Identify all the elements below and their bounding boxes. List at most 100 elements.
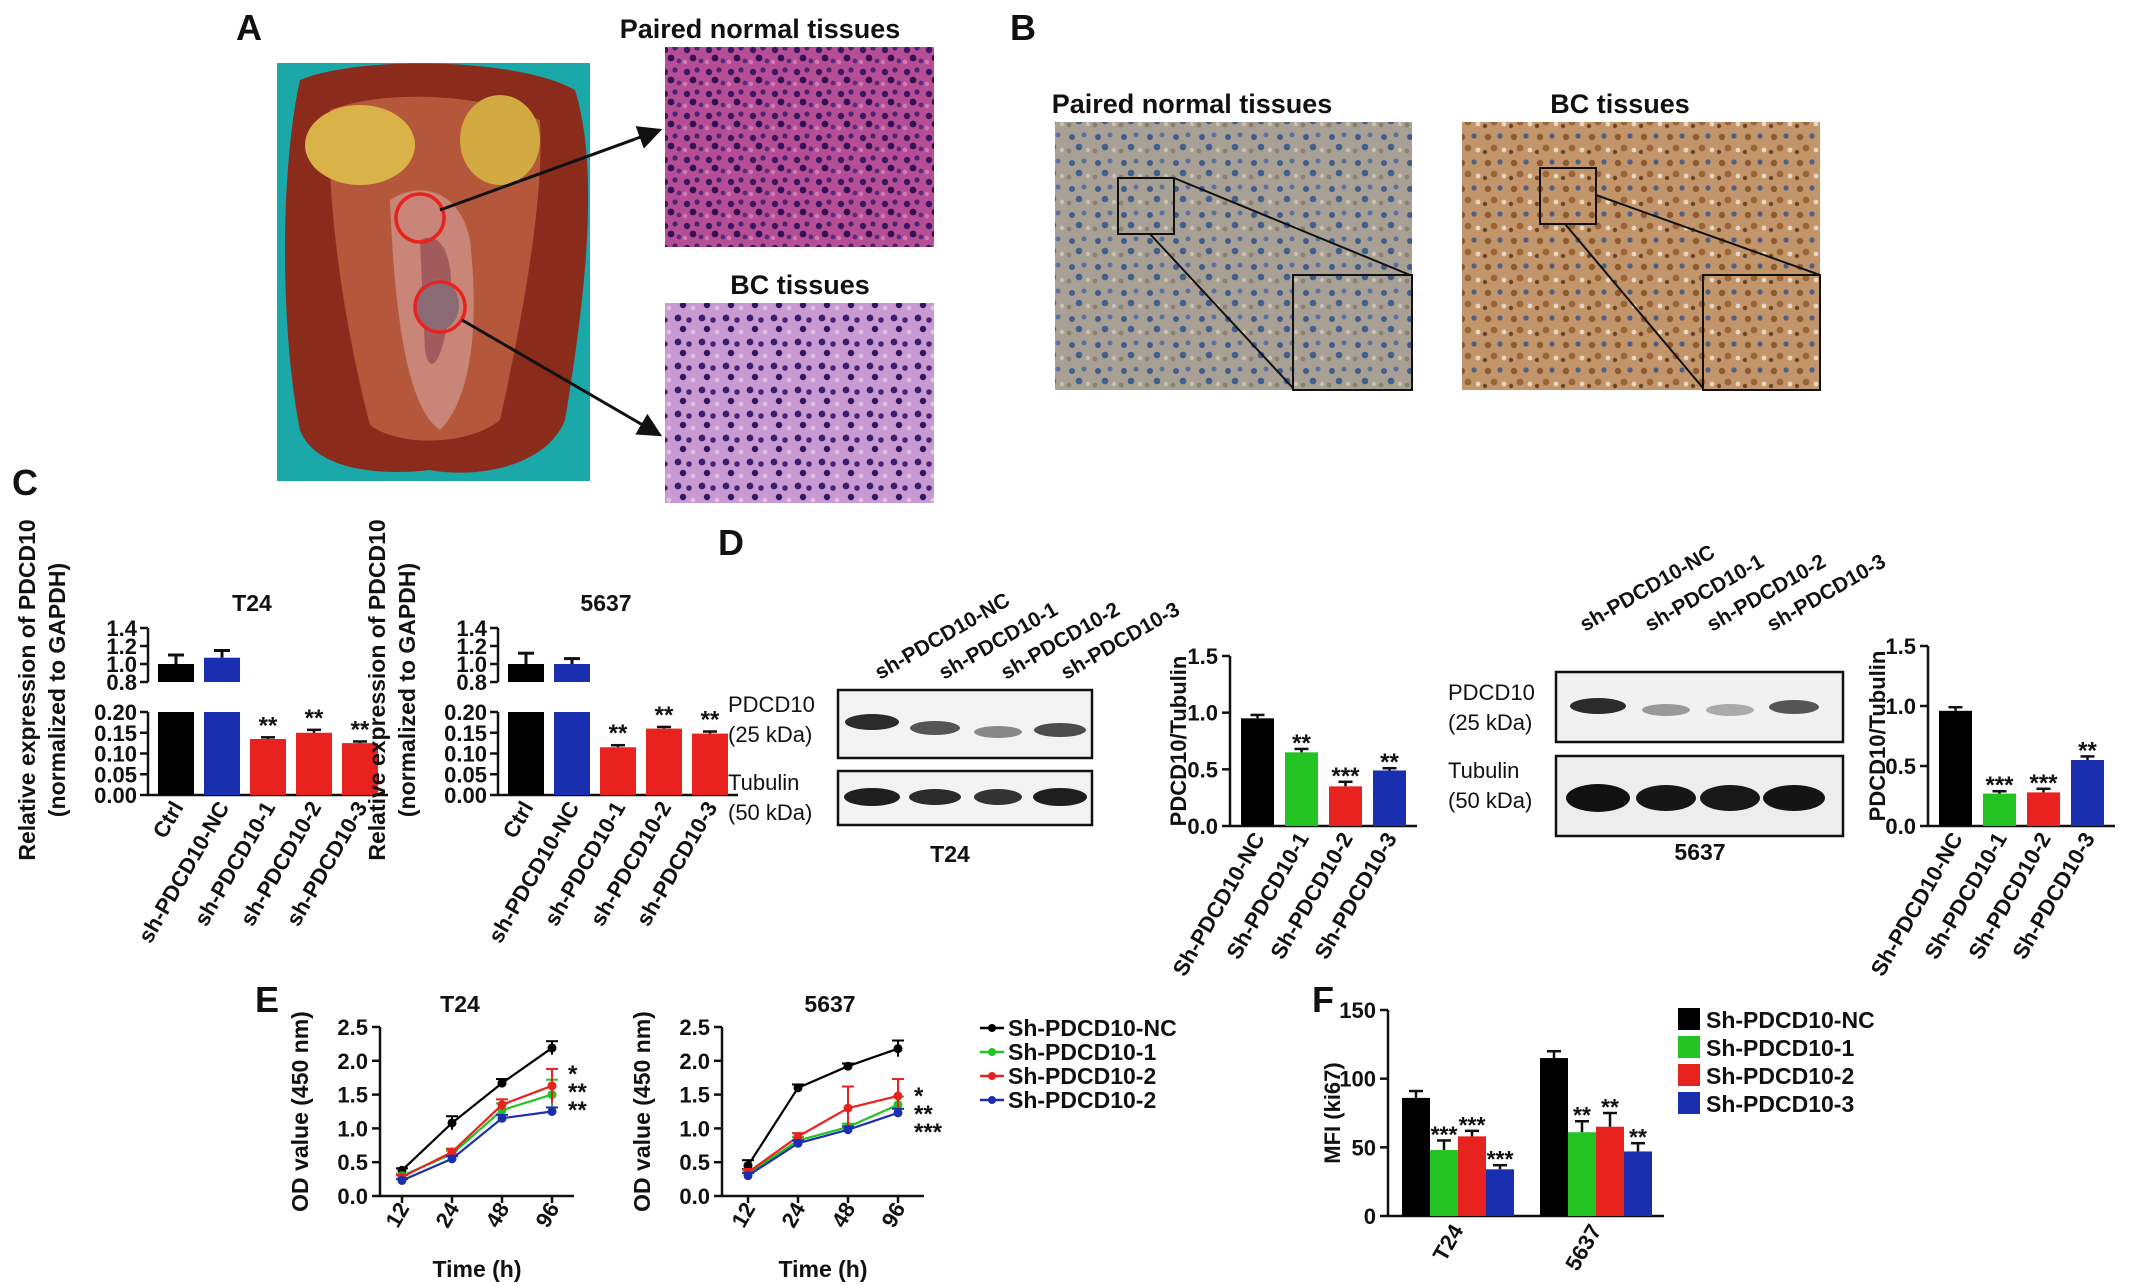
F-ytick: 50 <box>1352 1135 1376 1160</box>
C-5637-bar-lower <box>508 712 544 795</box>
E-T24-series-line <box>401 1110 553 1182</box>
E-T24-point <box>497 1113 507 1123</box>
D-5637-ytick: 1.0 <box>1885 694 1916 719</box>
B-right-title: BC tissues <box>1550 89 1690 119</box>
blot2-band1-kda: (25 kDa) <box>1448 710 1532 735</box>
C-T24-ytick-lower: 0.15 <box>94 721 137 746</box>
E-T24-xlabel: Time (h) <box>432 1256 521 1282</box>
D-T24-ytick: 1.5 <box>1187 644 1218 669</box>
E-T24-point <box>547 1107 557 1116</box>
D-T24-ylabel: PDCD10/Tubulin <box>1166 656 1191 827</box>
E-T24-point <box>447 1147 457 1157</box>
panel-letter-E: E <box>255 979 279 1020</box>
E-T24-xtick: 48 <box>480 1198 514 1232</box>
F-ylabel: MFI (ki67) <box>1320 1062 1345 1163</box>
E-5637-ylabel: OD value (450 nm) <box>629 1011 655 1212</box>
E-T24-point <box>547 1043 557 1053</box>
E-5637-series-line <box>747 1103 899 1175</box>
E-legend-label: Sh-PDCD10-1 <box>1008 1039 1156 1065</box>
E-5637-point <box>893 1108 903 1118</box>
ihc-normal-inset <box>1292 274 1413 391</box>
blot1-band1-label: PDCD10 <box>728 692 815 717</box>
F-legend-swatch <box>1678 1008 1700 1030</box>
E-5637-sig: *** <box>914 1119 943 1146</box>
chart-E-legend: Sh-PDCD10-NCSh-PDCD10-1Sh-PDCD10-2Sh-PDC… <box>980 1015 1177 1113</box>
E-T24-series-line <box>401 1093 553 1177</box>
E-T24-ylabel: OD value (450 nm) <box>287 1011 313 1212</box>
F-sig: *** <box>1487 1146 1514 1172</box>
D-T24-ytick: 1.0 <box>1187 701 1218 726</box>
E-5637-series-line <box>747 1094 899 1174</box>
D-5637-bar <box>2071 760 2104 826</box>
C-T24-sig: ** <box>259 712 278 739</box>
E-T24-sig: ** <box>568 1079 587 1106</box>
A-bottom-title: BC tissues <box>730 270 870 300</box>
D-5637-sig: *** <box>1985 772 2014 799</box>
E-T24-xtick: 24 <box>430 1197 464 1231</box>
F-legend-label: Sh-PDCD10-2 <box>1706 1063 1854 1089</box>
D-T24-sig: ** <box>1292 730 1311 757</box>
blot1-band2-kda: (50 kDa) <box>728 800 812 825</box>
F-sig: ** <box>1629 1124 1647 1150</box>
F-sig: ** <box>1573 1102 1591 1128</box>
E-5637-xtick: 12 <box>726 1198 760 1232</box>
C-T24-ytick-upper: 0.8 <box>106 670 137 695</box>
E-T24-ytick: 0.0 <box>337 1184 368 1209</box>
C-5637-xtick: Ctrl <box>498 797 539 842</box>
F-legend-label: Sh-PDCD10-1 <box>1706 1035 1854 1061</box>
F-legend-swatch <box>1678 1064 1700 1086</box>
E-T24-series-line <box>401 1047 553 1172</box>
E-5637-ytick: 0.0 <box>679 1184 710 1209</box>
C-T24-bar <box>250 738 286 795</box>
C-T24-bar-upper <box>158 664 194 682</box>
E-5637-point <box>893 1044 903 1054</box>
chart-E-5637: 5637 OD value (450 nm) Time (h) 0.0 0.5 1.0 1.… <box>629 991 943 1282</box>
C-T24-bar-lower <box>204 712 240 795</box>
C-T24-ytick-upper: 1.4 <box>106 616 137 641</box>
F-ytick: 150 <box>1339 998 1376 1023</box>
blot2-band1-label: PDCD10 <box>1448 680 1535 705</box>
E-T24-ytick: 0.5 <box>337 1150 368 1175</box>
C-T24-bar <box>296 732 332 795</box>
E-5637-point <box>793 1083 803 1093</box>
C-T24-ytick-lower: 0.00 <box>94 783 137 808</box>
arrow-to-bc <box>461 318 663 437</box>
E-T24-point <box>497 1078 507 1088</box>
D-5637-sig: ** <box>2078 737 2097 764</box>
normal-region-marker <box>394 192 446 244</box>
C-T24-ytick-lower: 0.10 <box>94 742 137 767</box>
C-T24-ytick-lower: 0.20 <box>94 700 137 725</box>
E-legend-label: Sh-PDCD10-NC <box>1008 1015 1177 1041</box>
E-5637-xtick: 48 <box>826 1198 860 1232</box>
blot2-band2-kda: (50 kDa) <box>1448 788 1532 813</box>
D-5637-bar <box>1983 793 2016 826</box>
E-T24-point <box>397 1175 407 1185</box>
E-5637-point <box>843 1103 853 1113</box>
C-T24-sig: ** <box>305 705 324 732</box>
F-bar <box>1430 1150 1458 1216</box>
E-5637-point <box>893 1091 903 1101</box>
D-T24-bar <box>1241 718 1274 826</box>
C-5637-ytick-upper: 0.8 <box>456 670 487 695</box>
F-legend-swatch <box>1678 1036 1700 1058</box>
F-sig: *** <box>1431 1121 1458 1147</box>
D-T24-bar <box>1373 770 1406 826</box>
gross-specimen-photo <box>277 63 590 481</box>
D-T24-ytick: 0.0 <box>1187 814 1218 839</box>
C-5637-ytick-lower: 0.00 <box>444 783 487 808</box>
ihc-bc-inset <box>1702 274 1821 391</box>
C-5637-title: 5637 <box>580 590 631 616</box>
E-T24-sig: ** <box>568 1097 587 1124</box>
chart-E-T24: T24 OD value (450 nm) Time (h) 0.0 0.5 1.0 1.5… <box>287 991 587 1282</box>
E-T24-ytick: 2.0 <box>337 1049 368 1074</box>
panel-letter-F: F <box>1312 979 1334 1020</box>
E-5637-ytick: 1.5 <box>679 1083 710 1108</box>
E-5637-ytick: 0.5 <box>679 1150 710 1175</box>
E-T24-ytick: 1.0 <box>337 1116 368 1141</box>
F-legend-label: Sh-PDCD10-NC <box>1706 1007 1875 1033</box>
D-T24-ytick: 0.5 <box>1187 757 1218 782</box>
C-5637-ytick-upper: 1.0 <box>456 652 487 677</box>
blot-5637: sh-PDCD10-NC sh-PDCD10-1 sh-PDCD10-2 sh-… <box>1448 541 1890 865</box>
D-5637-ylabel: PDCD10/Tubulin <box>1865 651 1890 822</box>
